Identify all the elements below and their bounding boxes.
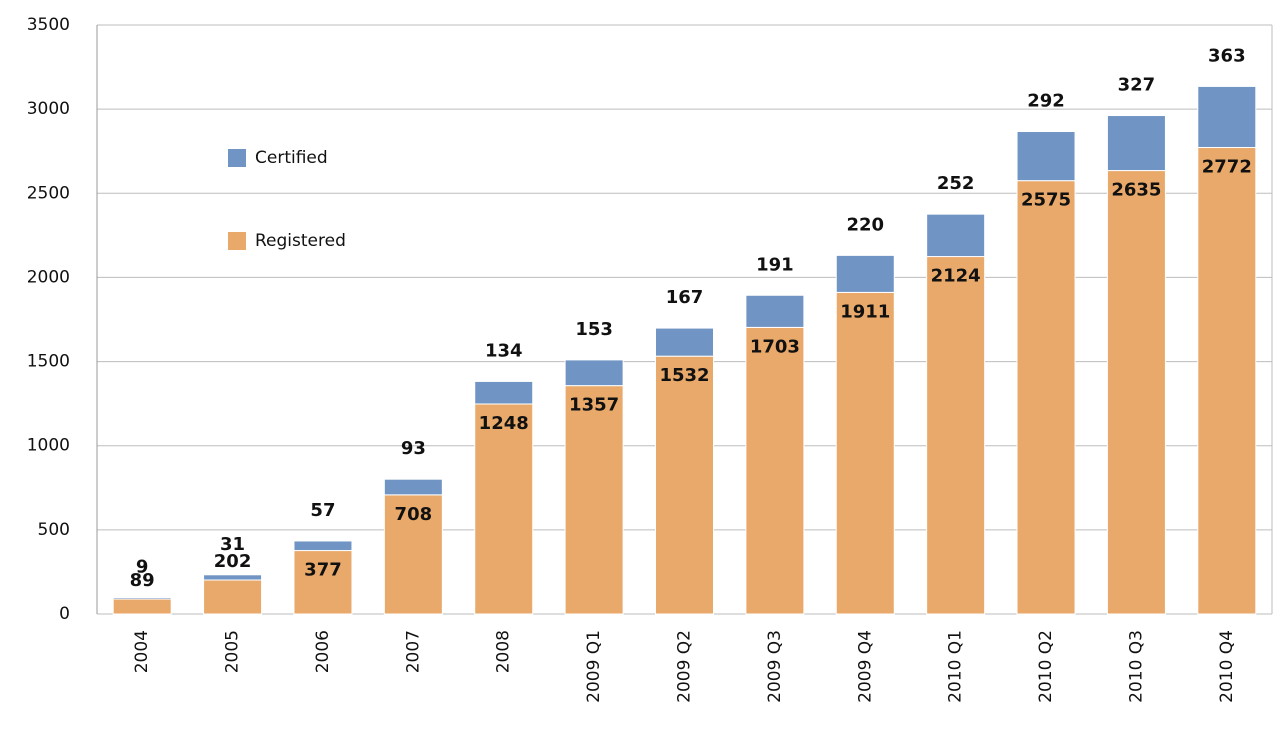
bar-segment: [564, 385, 624, 615]
x-tick-label: 2010 Q1: [946, 630, 966, 703]
data-label: 167: [666, 287, 704, 308]
x-tick-label: 2010 Q4: [1217, 630, 1237, 703]
x-tick-label: 2005: [223, 630, 243, 673]
data-label: 202: [214, 551, 252, 572]
bar-segment: [835, 291, 895, 615]
data-label: 327: [1118, 75, 1156, 96]
bar-segment: [383, 478, 443, 496]
bar-segment: [474, 380, 534, 405]
bar-segment: [926, 213, 986, 258]
data-label: 1248: [479, 413, 529, 434]
data-label: 252: [937, 173, 975, 194]
x-tick-label: 2007: [403, 630, 423, 673]
data-label: 1911: [840, 301, 890, 322]
y-tick-label: 3500: [27, 15, 70, 35]
data-label: 1532: [659, 365, 709, 386]
x-tick-label: 2010 Q2: [1036, 630, 1056, 703]
x-tick-label: 2009 Q3: [765, 630, 785, 703]
data-label: 2635: [1111, 180, 1161, 201]
data-label: 1357: [569, 395, 619, 416]
data-label: 292: [1027, 91, 1065, 112]
x-tick-label: 2009 Q4: [855, 630, 875, 703]
bar-segment: [655, 327, 714, 357]
data-label: 220: [846, 214, 884, 235]
data-label: 1703: [750, 336, 800, 357]
bar-segment: [745, 294, 805, 328]
y-tick-label: 0: [59, 604, 70, 624]
bar-segment: [474, 403, 534, 615]
bar-segment: [1106, 170, 1166, 615]
data-label: 2124: [931, 266, 981, 287]
data-label: 708: [395, 504, 433, 525]
legend-label: Registered: [255, 231, 346, 251]
bar-segment: [203, 579, 263, 615]
bar-segment: [835, 254, 895, 293]
data-label: 9: [136, 557, 149, 578]
bar-segment: [1016, 131, 1076, 182]
x-tick-label: 2009 Q1: [584, 630, 604, 703]
bar-segment: [655, 355, 714, 615]
legend-label: Certified: [255, 148, 328, 168]
y-tick-label: 2000: [27, 267, 70, 287]
bar-segment: [112, 598, 172, 615]
data-label: 134: [485, 340, 523, 361]
bar-segment: [926, 256, 986, 615]
y-tick-label: 500: [38, 520, 70, 540]
x-tick-label: 2009 Q2: [675, 630, 695, 703]
y-tick-label: 1000: [27, 436, 70, 456]
legend-swatch: [228, 232, 246, 250]
bar-segment: [1106, 115, 1166, 172]
data-label: 153: [575, 319, 613, 340]
bar-segment: [293, 550, 353, 615]
data-label: 191: [756, 254, 794, 275]
y-tick-label: 1500: [27, 352, 70, 372]
data-label: 377: [304, 560, 342, 581]
y-tick-label: 3000: [27, 99, 70, 119]
x-tick-label: 2004: [132, 630, 152, 673]
data-label: 89: [130, 570, 155, 591]
data-label: 363: [1208, 45, 1246, 66]
bar-segment: [383, 494, 443, 615]
data-label: 57: [310, 500, 335, 521]
bar-segment: [1197, 85, 1257, 149]
data-label: 2772: [1202, 157, 1252, 178]
y-tick-label: 2500: [27, 183, 70, 203]
bar-segment: [112, 597, 172, 600]
bar-segment: [1016, 180, 1076, 615]
bar-segment: [1197, 147, 1257, 615]
x-tick-label: 2008: [494, 630, 514, 673]
bar-segment: [564, 359, 624, 387]
legend-swatch: [228, 149, 246, 167]
bar-segment: [293, 540, 353, 552]
x-tick-label: 2010 Q3: [1126, 630, 1146, 703]
data-label: 2575: [1021, 190, 1071, 211]
bar-segment: [745, 326, 805, 615]
data-label: 31: [220, 534, 245, 555]
x-tick-label: 2006: [313, 630, 333, 673]
data-label: 93: [401, 438, 426, 459]
bar-segment: [203, 574, 263, 581]
